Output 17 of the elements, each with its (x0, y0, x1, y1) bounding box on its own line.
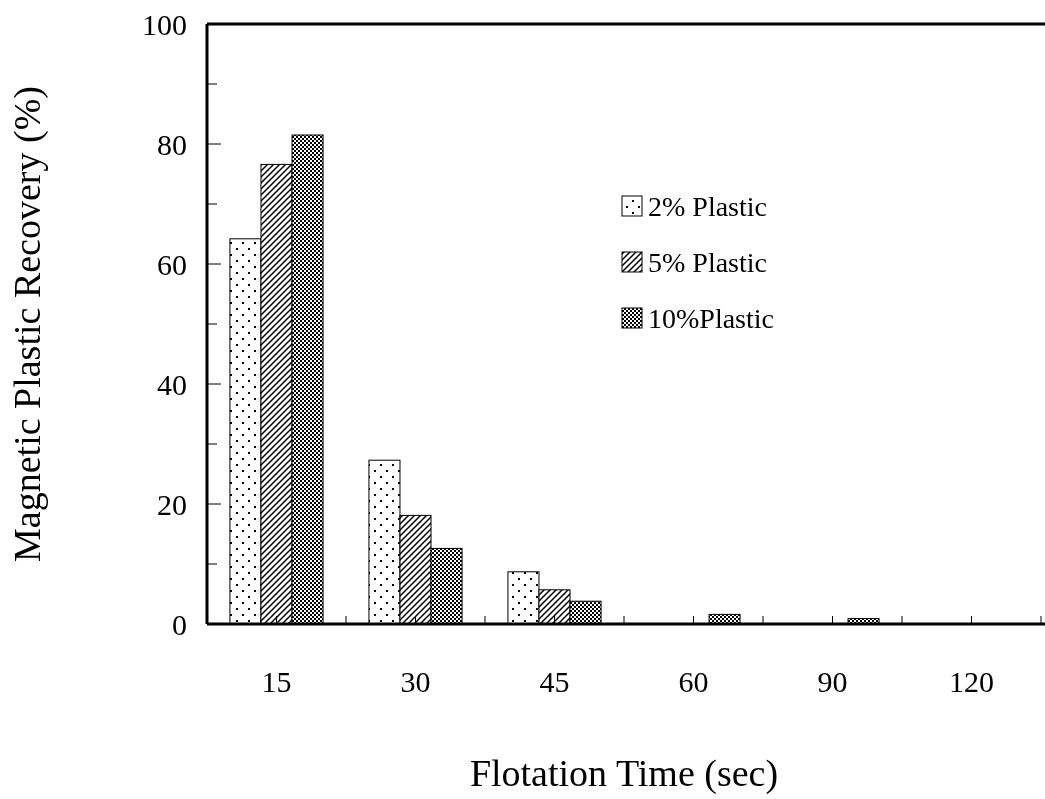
x-tick-label: 15 (261, 665, 292, 698)
y-tick-label: 40 (157, 367, 187, 401)
legend-label: 10%Plastic (648, 302, 774, 334)
y-tick-label: 80 (157, 127, 187, 161)
legend-label: 5% Plastic (648, 246, 767, 278)
y-tick-label: 100 (142, 7, 187, 41)
x-tick-label: 60 (678, 665, 709, 698)
y-tick-label: 0 (172, 607, 187, 641)
x-tick-label: 120 (949, 665, 994, 698)
y-tick-label: 60 (157, 247, 187, 281)
x-tick-label: 90 (817, 665, 848, 698)
x-tick-label: 30 (400, 665, 431, 698)
legend-label: 2% Plastic (648, 190, 767, 222)
x-tick-label: 45 (539, 665, 570, 698)
x-axis-title: Flotation Time (sec) (469, 752, 779, 795)
y-axis-title: Magnetic Plastic Recovery (%) (6, 86, 49, 562)
y-tick-label: 20 (157, 487, 187, 521)
